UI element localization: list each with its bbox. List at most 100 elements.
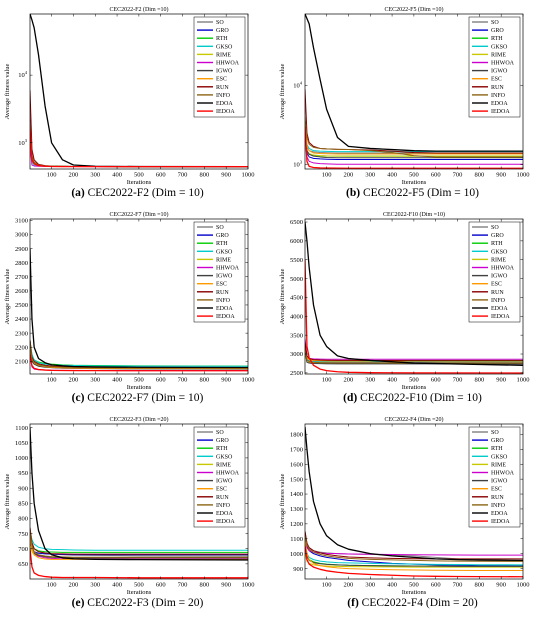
series-line-info <box>305 350 523 364</box>
x-tick-label: 300 <box>90 377 100 384</box>
legend-label: EDOA <box>216 101 233 107</box>
chart-title: CEC2022-F5 (Dim =10) <box>384 6 443 13</box>
y-tick-label: 1200 <box>290 521 303 528</box>
series-line-info <box>305 535 523 562</box>
y-tick-label: 900 <box>18 485 28 492</box>
legend-label: RTH <box>491 446 503 452</box>
y-axis-label: Average fitness value <box>4 268 11 324</box>
x-tick-label: 600 <box>156 172 166 179</box>
y-tick-label: 1300 <box>290 506 303 513</box>
y-axis-label: Average fitness value <box>279 268 286 324</box>
y-tick-label: 1400 <box>290 491 303 498</box>
legend-label: HHWOA <box>491 266 515 272</box>
x-tick-label: 400 <box>387 377 397 384</box>
legend-label: RIME <box>216 257 231 263</box>
legend-label: SO <box>216 20 224 26</box>
y-tick-label: 1800 <box>290 432 303 439</box>
x-tick-label: 800 <box>199 172 209 179</box>
legend-label: RIME <box>216 52 231 58</box>
y-tick-label: 104 <box>293 80 303 89</box>
legend-label: INFO <box>216 298 231 304</box>
y-axis-label: Average fitness value <box>279 63 286 119</box>
legend-label: RTH <box>216 36 228 42</box>
panel-caption-text: CEC2022-F3 (Dim = 20) <box>87 597 204 609</box>
x-tick-label: 1000 <box>242 377 255 384</box>
legend-label: GRO <box>491 438 504 444</box>
x-tick-label: 900 <box>221 172 231 179</box>
legend-label: GRO <box>491 28 504 34</box>
series-line-iedoa <box>305 259 523 374</box>
y-tick-label: 2300 <box>15 330 28 337</box>
y-tick-label: 950 <box>18 470 28 477</box>
x-tick-label: 1000 <box>517 582 530 589</box>
x-tick-label: 500 <box>409 582 419 589</box>
x-tick-label: 200 <box>69 377 79 384</box>
x-tick-label: 900 <box>221 582 231 589</box>
legend-label: IGWO <box>216 479 233 485</box>
panel-caption: (f) CEC2022-F4 (Dim = 20) <box>275 597 550 609</box>
x-tick-label: 100 <box>47 377 57 384</box>
legend-label: RUN <box>216 85 229 91</box>
x-tick-label: 300 <box>365 377 375 384</box>
x-tick-label: 400 <box>112 377 122 384</box>
legend-label: GKSO <box>216 249 233 255</box>
series-line-gkso <box>305 541 523 566</box>
legend: SO GRO RTH GKSO RIME HHWOA IGWO ESC RUN INFO EDOA I… <box>193 16 246 118</box>
series-line-edoa <box>305 221 523 366</box>
legend-label: IGWO <box>491 479 508 485</box>
x-tick-label: 400 <box>112 172 122 179</box>
x-tick-label: 300 <box>90 582 100 589</box>
legend-label: HHWOA <box>216 471 240 477</box>
legend: SO GRO RTH GKSO RIME HHWOA IGWO ESC RUN INFO EDOA I… <box>468 221 521 323</box>
legend-box <box>468 426 521 528</box>
x-tick-label: 700 <box>178 582 188 589</box>
series-line-esc <box>305 121 523 155</box>
chart-panel: CEC2022-F2 (Dim =10) 100 200 300 400 500 600 70… <box>0 0 275 205</box>
series-line-edoa <box>30 427 248 561</box>
y-tick-label: 103 <box>18 138 28 147</box>
panel-caption: (c) CEC2022-F7 (Dim = 10) <box>0 392 275 404</box>
panel-letter: (c) <box>71 392 85 404</box>
y-axis-label: Average fitness value <box>4 473 11 529</box>
legend: SO GRO RTH GKSO RIME HHWOA IGWO ESC RUN INFO EDOA I… <box>468 426 521 528</box>
panel-caption-text: CEC2022-F2 (Dim = 10) <box>87 187 204 199</box>
legend-label: SO <box>491 225 499 231</box>
legend-label: GKSO <box>491 44 508 50</box>
y-tick-label: 5000 <box>290 276 303 283</box>
x-tick-label: 100 <box>322 172 332 179</box>
legend-label: INFO <box>216 93 231 99</box>
panel-caption: (e) CEC2022-F3 (Dim = 20) <box>0 597 275 609</box>
series-line-edoa <box>305 14 523 152</box>
x-tick-label: 600 <box>431 582 441 589</box>
x-tick-label: 500 <box>134 172 144 179</box>
legend-label: ESC <box>491 77 502 83</box>
legend-label: SO <box>491 20 499 26</box>
y-tick-label: 700 <box>18 546 28 553</box>
x-tick-label: 100 <box>322 582 332 589</box>
legend-label: IEDOA <box>491 109 510 115</box>
legend: SO GRO RTH GKSO RIME HHWOA IGWO ESC RUN INFO EDOA I… <box>468 16 521 118</box>
chart-svg: CEC2022-F4 (Dim =20) 100 200 300 400 500 600 70… <box>279 416 530 596</box>
legend-label: ESC <box>491 282 502 288</box>
x-tick-label: 600 <box>156 582 166 589</box>
legend-label: IEDOA <box>491 519 510 525</box>
y-tick-label: 6000 <box>290 238 303 245</box>
series-group <box>305 426 523 578</box>
legend-box <box>193 221 246 323</box>
y-tick-label: 3500 <box>290 332 303 339</box>
chart-panel: CEC2022-F5 (Dim =10) 100 200 300 400 500 600 70… <box>275 0 550 205</box>
chart-panel: CEC2022-F3 (Dim =20) 100 200 300 400 500 600 70… <box>0 410 275 615</box>
x-tick-label: 700 <box>453 172 463 179</box>
series-group <box>305 221 523 374</box>
series-group <box>30 14 248 168</box>
x-tick-label: 200 <box>344 582 354 589</box>
y-tick-label: 2100 <box>15 359 28 366</box>
panel-letter: (a) <box>71 187 85 199</box>
x-tick-label: 700 <box>453 582 463 589</box>
legend-label: GRO <box>491 233 504 239</box>
y-tick-label: 1100 <box>15 425 28 432</box>
y-axis-label: Average fitness value <box>4 63 11 119</box>
chart-title: CEC2022-F3 (Dim =20) <box>109 416 168 423</box>
legend-label: RUN <box>216 495 229 501</box>
y-tick-label: 1100 <box>290 536 303 543</box>
